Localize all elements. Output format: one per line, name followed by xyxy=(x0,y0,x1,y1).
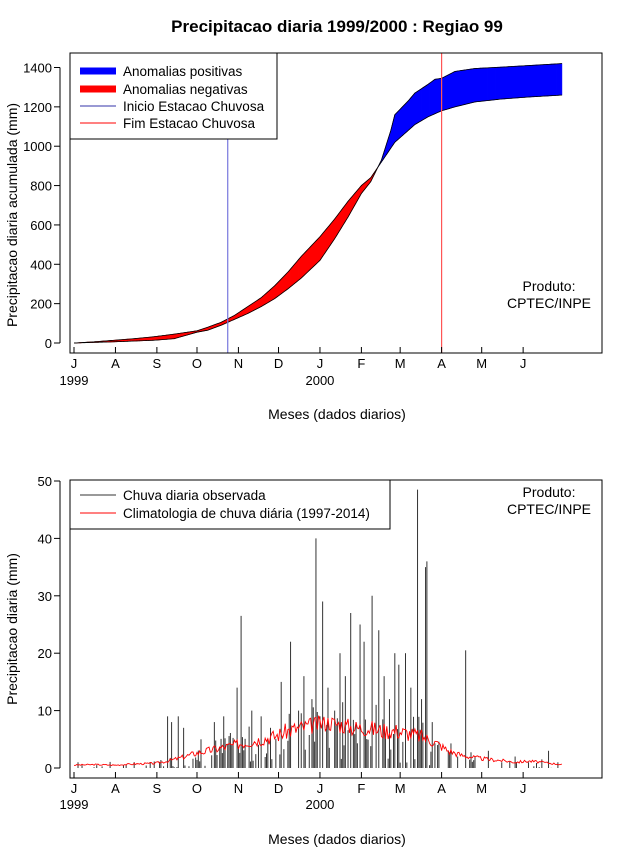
x-year-label: 1999 xyxy=(60,373,89,388)
positive-anomaly-segment xyxy=(560,63,563,96)
anomaly-areas xyxy=(73,63,563,344)
x-year-label: 2000 xyxy=(305,797,334,812)
y-axis-label: Precipitacao diaria (mm) xyxy=(4,553,20,705)
legend-label-observed: Chuva diaria observada xyxy=(123,488,266,503)
x-tick-label: M xyxy=(476,781,487,796)
y-tick-label: 800 xyxy=(30,179,52,194)
product-label: Produto: xyxy=(523,278,576,294)
x-tick-label: M xyxy=(476,356,487,371)
x-tick-label: N xyxy=(234,781,243,796)
x-tick-label: J xyxy=(317,356,324,371)
x-tick-label: D xyxy=(274,781,283,796)
x-year-label: 2000 xyxy=(305,373,334,388)
product-label: Produto: xyxy=(523,484,576,500)
chart-title: Precipitacao diaria 1999/2000 : Regiao 9… xyxy=(171,17,503,36)
y-tick-label: 200 xyxy=(30,297,52,312)
x-tick-label: M xyxy=(395,781,406,796)
legend-box xyxy=(69,52,278,140)
y-tick-label: 1200 xyxy=(23,100,52,115)
legend-box xyxy=(69,479,391,530)
legend-label-positive: Anomalias positivas xyxy=(123,64,243,79)
y-tick-label: 400 xyxy=(30,257,52,272)
x-tick-label: J xyxy=(520,781,527,796)
x-tick-label: O xyxy=(192,356,202,371)
x-tick-label: J xyxy=(71,356,78,371)
y-tick-label: 1400 xyxy=(23,61,52,76)
x-tick-label: A xyxy=(111,356,120,371)
y-tick-label: 1000 xyxy=(23,139,52,154)
x-tick-label: F xyxy=(357,781,365,796)
y-axis: 0 10 20 30 40 50 xyxy=(38,474,61,776)
x-tick-label: S xyxy=(153,781,162,796)
x-tick-label: N xyxy=(234,356,243,371)
legend-label-negative: Anomalias negativas xyxy=(123,82,248,97)
legend-label-season-end: Fim Estacao Chuvosa xyxy=(123,116,256,131)
climatology-cumulative-line xyxy=(73,94,562,344)
x-year-label: 1999 xyxy=(60,797,89,812)
daily-bars xyxy=(77,489,559,768)
y-tick-label: 20 xyxy=(38,646,52,661)
y-tick-label: 0 xyxy=(45,336,52,351)
y-axis-label: Precipitacao diaria acumulada (mm) xyxy=(4,103,20,327)
cumulative-chart: Precipitacao diaria 1999/2000 : Regiao 9… xyxy=(4,17,603,422)
y-tick-label: 0 xyxy=(45,761,52,776)
x-tick-label: F xyxy=(357,356,365,371)
legend-label-climatology: Climatologia de chuva diária (1997-2014) xyxy=(123,506,370,521)
x-axis-label: Meses (dados diarios) xyxy=(268,406,406,422)
x-tick-label: S xyxy=(153,356,162,371)
observed-cumulative-line xyxy=(73,63,562,344)
x-tick-label: J xyxy=(71,781,78,796)
product-name: CPTEC/INPE xyxy=(507,501,591,517)
x-tick-label: D xyxy=(274,356,283,371)
x-tick-label: A xyxy=(437,356,446,371)
x-tick-label: M xyxy=(395,356,406,371)
climatology-daily-line xyxy=(73,715,563,767)
y-tick-label: 40 xyxy=(38,531,52,546)
y-tick-label: 30 xyxy=(38,589,52,604)
x-axis-label: Meses (dados diarios) xyxy=(268,831,406,847)
x-tick-label: O xyxy=(192,781,202,796)
y-tick-label: 600 xyxy=(30,218,52,233)
product-name: CPTEC/INPE xyxy=(507,295,591,311)
x-tick-label: A xyxy=(437,781,446,796)
x-tick-label: A xyxy=(111,781,120,796)
legend-label-season-start: Inicio Estacao Chuvosa xyxy=(123,99,265,114)
y-tick-label: 50 xyxy=(38,474,52,489)
y-axis: 0 200 400 600 800 1000 1200 1400 xyxy=(23,61,61,351)
x-tick-label: J xyxy=(317,781,324,796)
climatology-line xyxy=(73,715,563,767)
y-tick-label: 10 xyxy=(38,704,52,719)
legend: Chuva diaria observada Climatologia de c… xyxy=(69,479,391,530)
x-tick-label: J xyxy=(520,356,527,371)
legend: Anomalias positivas Anomalias negativas … xyxy=(69,52,278,140)
x-axis: J A S O N D J F M A M J 1999 2000 xyxy=(60,347,527,388)
